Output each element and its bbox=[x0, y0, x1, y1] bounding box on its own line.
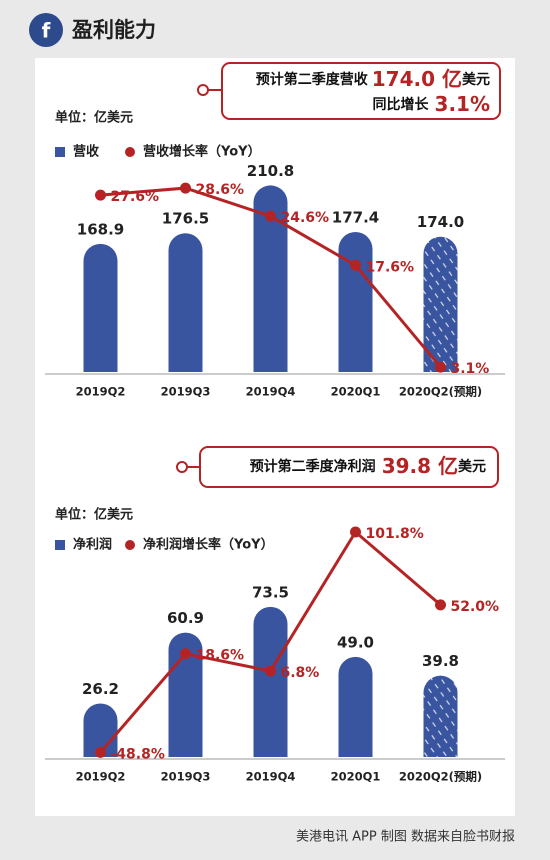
line-value-label: -48.8% bbox=[111, 746, 165, 762]
legend-label: 营收增长率（YoY） bbox=[143, 144, 261, 160]
x-tick-label: 2020Q1 bbox=[331, 770, 381, 784]
legend-label: 营收 bbox=[73, 144, 100, 160]
bar-value-label: 26.2 bbox=[82, 680, 119, 698]
bar bbox=[423, 675, 458, 757]
unit-label: 单位：亿美元 bbox=[55, 110, 133, 126]
fb-icon bbox=[29, 13, 63, 47]
line-point bbox=[435, 361, 446, 373]
bar-value-label: 176.5 bbox=[162, 210, 209, 228]
callout-part: 同比增长 bbox=[373, 96, 430, 113]
legend-swatch bbox=[125, 540, 135, 550]
x-tick-label: 2019Q4 bbox=[246, 385, 296, 399]
bar-value-label: 177.4 bbox=[332, 208, 379, 226]
x-tick-label: 2020Q1 bbox=[331, 385, 381, 399]
callout-text: 预计第二季度营收 174.0 亿美元 bbox=[256, 67, 490, 91]
line-point bbox=[95, 189, 106, 201]
line-point bbox=[180, 648, 191, 660]
x-tick-label: 2020Q2(预期) bbox=[399, 385, 482, 399]
bar-value-label: 210.8 bbox=[247, 162, 294, 180]
x-tick-label: 2020Q2(预期) bbox=[399, 770, 482, 784]
bar-value-label: 174.0 bbox=[417, 213, 464, 231]
fb-letter: f bbox=[42, 19, 51, 43]
line-point bbox=[350, 526, 361, 538]
bar-value-label: 168.9 bbox=[77, 220, 124, 238]
callout-part: 美元 bbox=[458, 458, 486, 475]
bar-value-label: 73.5 bbox=[252, 583, 289, 601]
callout-part: 美元 bbox=[462, 71, 490, 88]
line-value-label: 17.6% bbox=[366, 259, 415, 275]
x-tick-label: 2019Q2 bbox=[76, 770, 126, 784]
callout-dot bbox=[176, 461, 188, 473]
callout-text: 预计第二季度净利润 39.8 亿美元 bbox=[250, 454, 486, 478]
bar-value-label: 49.0 bbox=[337, 633, 374, 651]
line-value-label: 101.8% bbox=[366, 526, 424, 542]
callout-value: 3.1% bbox=[435, 92, 490, 116]
bar-value-label: 39.8 bbox=[422, 652, 459, 670]
callout-part: 预计第二季度净利润 bbox=[250, 458, 376, 475]
page-title: 盈利能力 bbox=[71, 18, 156, 42]
bar bbox=[338, 231, 373, 372]
callout-value: 39.8 亿 bbox=[382, 454, 458, 478]
callout-text: 同比增长 3.1% bbox=[373, 92, 490, 116]
line-point bbox=[350, 259, 361, 271]
legend-label: 净利润增长率（YoY） bbox=[143, 537, 274, 553]
legend-swatch bbox=[55, 540, 65, 550]
callout-part: 预计第二季度营收 bbox=[256, 71, 369, 88]
line-point bbox=[265, 210, 276, 222]
line-point bbox=[180, 182, 191, 194]
x-tick-label: 2019Q3 bbox=[161, 385, 211, 399]
x-tick-label: 2019Q4 bbox=[246, 770, 296, 784]
line-point bbox=[265, 665, 276, 677]
line-value-label: 18.6% bbox=[196, 648, 245, 664]
line-value-label: 28.6% bbox=[196, 182, 245, 198]
line-point bbox=[95, 746, 106, 758]
bar bbox=[253, 185, 288, 372]
unit-label: 单位：亿美元 bbox=[55, 507, 133, 523]
bar bbox=[83, 243, 118, 372]
line-value-label: 52.0% bbox=[451, 599, 500, 615]
line-value-label: 27.6% bbox=[111, 189, 160, 205]
legend-swatch bbox=[55, 147, 65, 157]
legend-label: 净利润 bbox=[73, 537, 112, 553]
x-tick-label: 2019Q2 bbox=[76, 385, 126, 399]
line-point bbox=[435, 599, 446, 611]
bar bbox=[423, 236, 458, 372]
line-value-label: 3.1% bbox=[451, 361, 490, 377]
bar bbox=[168, 233, 203, 372]
bar bbox=[338, 656, 373, 757]
callout-dot bbox=[197, 84, 209, 96]
bar bbox=[253, 606, 288, 757]
callout-value: 174.0 亿 bbox=[372, 67, 462, 91]
line-value-label: 24.6% bbox=[281, 210, 330, 226]
x-tick-label: 2019Q3 bbox=[161, 770, 211, 784]
legend-swatch bbox=[125, 147, 135, 157]
bar-value-label: 60.9 bbox=[167, 609, 204, 627]
footer: 美港电讯 APP 制图 数据来自脸书财报 bbox=[296, 830, 515, 845]
line-value-label: 6.8% bbox=[281, 665, 320, 681]
